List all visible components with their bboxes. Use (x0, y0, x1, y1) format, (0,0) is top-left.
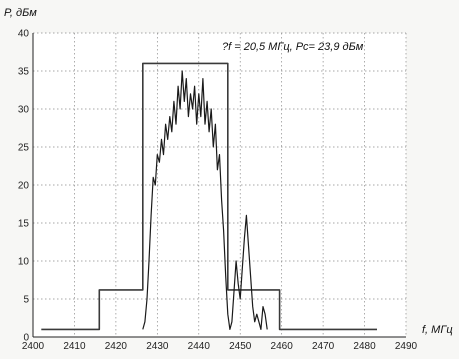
x-tick-label: 2450 (229, 341, 252, 352)
x-tick-label: 2410 (63, 341, 86, 352)
y-tick-label: 35 (18, 67, 30, 78)
y-axis-title: P, дБм (4, 7, 37, 19)
measured-spectrum-line (142, 70, 268, 330)
y-tick-label: 20 (18, 181, 30, 192)
y-tick-label: 5 (23, 295, 29, 306)
chart-annotation: ?f = 20,5 МГц, Pc= 23,9 дБм (222, 41, 364, 53)
y-tick-label: 40 (18, 29, 30, 40)
series-layer (41, 62, 377, 331)
y-tick-label: 25 (18, 143, 30, 154)
x-tick-label: 2430 (146, 341, 169, 352)
x-tick-label: 2480 (353, 341, 376, 352)
x-tick-label: 2470 (312, 341, 335, 352)
tick-labels: 2400 2410 2420 2430 2440 2450 2460 2470 2480 2490… (18, 29, 418, 353)
y-tick-label: 0 (23, 333, 29, 344)
spectral-mask-line (41, 62, 377, 331)
plot-area (33, 33, 406, 337)
x-axis-title: f, МГц (422, 324, 453, 336)
x-tick-label: 2420 (105, 341, 128, 352)
x-tick-label: 2460 (271, 341, 294, 352)
x-tick-label: 2490 (395, 341, 418, 352)
x-tick-label: 2400 (22, 341, 45, 352)
y-tick-label: 30 (18, 105, 30, 116)
y-tick-label: 15 (18, 219, 30, 230)
grid (33, 32, 407, 337)
y-tick-label: 10 (18, 257, 30, 268)
axes (32, 33, 406, 338)
x-tick-label: 2440 (188, 341, 211, 352)
